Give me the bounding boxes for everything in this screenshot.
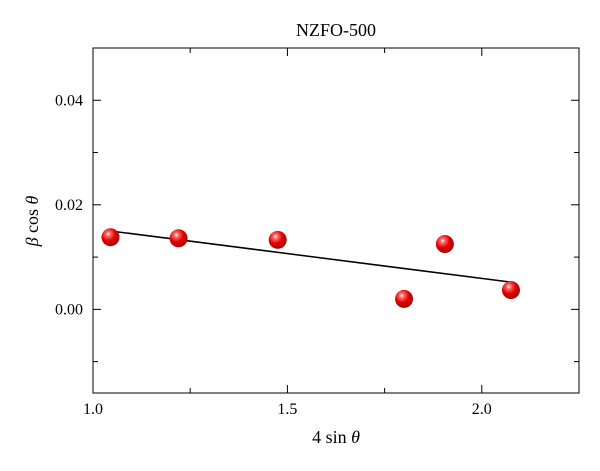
data-point [169,229,188,248]
chart-title: NZFO-500 [296,20,376,40]
x-axis-label: 4 sin θ [312,427,360,447]
y-tick-label: 0.00 [55,301,83,318]
x-tick-label: 1.5 [277,401,297,418]
x-tick-label: 1.0 [83,401,103,418]
y-tick-label: 0.02 [55,197,83,214]
data-point [435,235,454,254]
y-tick-label: 0.04 [55,92,83,109]
data-point [395,289,414,308]
axis-ticks: 1.0 1.5 2.0 0.00 0.02 0.04 [55,48,580,418]
data-point [501,281,520,300]
data-point [268,230,287,249]
x-tick-label: 2.0 [472,401,492,418]
y-axis-label: β cos θ [22,195,42,247]
plot-frame [92,47,580,394]
data-points [101,228,520,308]
data-point [101,228,120,247]
